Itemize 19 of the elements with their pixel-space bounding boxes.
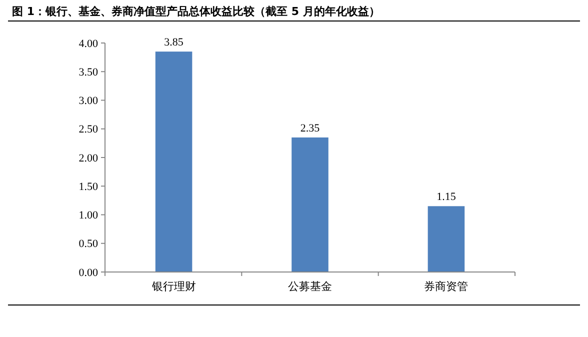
y-tick-label: 3.00 [78,95,98,108]
y-tick-label: 2.50 [78,124,98,136]
y-tick-label: 2.00 [78,152,98,164]
y-tick-label: 0.50 [78,238,98,250]
y-tick-label: 1.00 [78,210,98,222]
y-tick-label: 1.50 [78,180,98,193]
y-tick-label: 3.50 [78,66,98,78]
y-tick-label: 0.00 [78,266,98,279]
bar [428,206,465,272]
y-tick-label: 4.00 [78,38,98,50]
data-label: 3.85 [164,36,184,49]
chart-title: 图 1：银行、基金、券商净值型产品总体收益比较（截至 5 月的年化收益） [12,5,380,18]
data-label: 2.35 [300,122,320,134]
x-tick-label: 银行理财 [150,280,196,293]
bar [292,137,328,272]
x-tick-label: 券商资管 [424,280,468,293]
bar [155,52,192,272]
x-tick-label: 公募基金 [288,280,332,293]
data-label: 1.15 [436,191,456,204]
